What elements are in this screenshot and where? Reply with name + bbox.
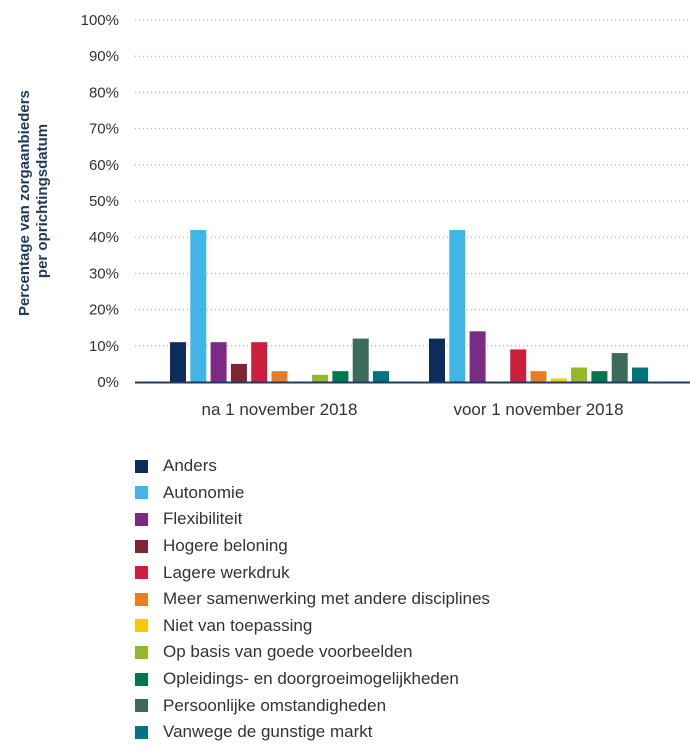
- bar: [251, 342, 268, 382]
- legend-label: Opleidings- en doorgroeimogelijkheden: [163, 669, 459, 689]
- legend-item: Meer samenwerking met andere disciplines: [135, 586, 490, 613]
- y-axis-label-line-1: Percentage van zorgaanbieders: [16, 90, 33, 316]
- y-tick-label: 10%: [89, 338, 119, 355]
- legend-item: Niet van toepassing: [135, 613, 490, 640]
- legend-swatch: [135, 566, 148, 580]
- bar: [429, 338, 445, 382]
- bar: [510, 349, 527, 382]
- legend-swatch: [135, 619, 148, 633]
- legend-item: Opleidings- en doorgroeimogelijkheden: [135, 666, 490, 693]
- bar: [373, 371, 389, 382]
- bar-group: [429, 229, 648, 382]
- bar: [230, 363, 247, 382]
- bar-group: [170, 229, 389, 382]
- bar: [170, 342, 186, 382]
- x-category-label: voor 1 november 2018: [453, 400, 623, 419]
- bar: [271, 371, 288, 382]
- bar: [190, 229, 207, 382]
- legend-item: Vanwege de gunstige markt: [135, 719, 490, 746]
- y-axis-label: Percentage van zorgaanbieders per oprich…: [16, 86, 51, 316]
- legend-label: Vanwege de gunstige markt: [163, 722, 373, 742]
- legend-item: Hogere beloning: [135, 533, 490, 560]
- bar: [210, 342, 227, 382]
- bar: [352, 338, 369, 382]
- x-category-label: na 1 november 2018: [202, 400, 358, 419]
- legend-label: Op basis van goede voorbeelden: [163, 642, 413, 662]
- bar: [611, 353, 628, 382]
- y-tick-label: 100%: [81, 12, 119, 29]
- legend-swatch: [135, 672, 148, 686]
- bar: [591, 371, 608, 382]
- legend-swatch: [135, 699, 148, 713]
- legend-swatch: [135, 539, 148, 553]
- legend-item: Anders: [135, 453, 490, 480]
- legend-item: Op basis van goede voorbeelden: [135, 639, 490, 666]
- legend-label: Lagere werkdruk: [163, 562, 290, 582]
- legend-item: Lagere werkdruk: [135, 559, 490, 586]
- legend-label: Meer samenwerking met andere disciplines: [163, 589, 490, 609]
- y-tick-label: 40%: [89, 229, 119, 246]
- legend-label: Niet van toepassing: [163, 615, 313, 635]
- legend-swatch: [135, 645, 148, 659]
- legend-swatch: [135, 486, 148, 500]
- grid-lines: [135, 19, 690, 347]
- legend-swatch: [135, 459, 148, 473]
- legend-label: Flexibiliteit: [163, 509, 243, 529]
- bar: [312, 374, 329, 382]
- y-tick-label: 50%: [89, 193, 119, 210]
- legend-swatch: [135, 725, 148, 739]
- bar: [632, 367, 648, 382]
- y-tick-label: 80%: [89, 84, 119, 101]
- y-tick-label: 0%: [97, 374, 119, 391]
- legend: Anders Autonomie Flexibiliteit Hogere belon…: [135, 453, 490, 746]
- legend-label: Autonomie: [163, 482, 245, 502]
- bar: [449, 229, 466, 382]
- legend-label: Hogere beloning: [163, 536, 288, 556]
- y-tick-label: 30%: [89, 265, 119, 282]
- legend-swatch: [135, 592, 148, 606]
- legend-label: Persoonlijke omstandigheden: [163, 695, 387, 715]
- x-axis-categories: na 1 november 2018 voor 1 november 2018: [202, 400, 624, 419]
- bar: [332, 371, 349, 382]
- y-axis-label-line-2: per oprichtingsdatum: [34, 124, 51, 278]
- bar: [530, 371, 547, 382]
- bar: [571, 367, 588, 382]
- y-tick-label: 70%: [89, 121, 119, 138]
- legend-item: Flexibiliteit: [135, 506, 490, 533]
- y-tick-label: 60%: [89, 157, 119, 174]
- y-axis-ticks: 0% 10% 20% 30% 40% 50% 60% 70% 80% 90% 100%: [81, 12, 119, 391]
- bars: [170, 229, 648, 382]
- legend-label: Anders: [163, 456, 217, 476]
- legend-item: Autonomie: [135, 480, 490, 507]
- y-tick-label: 90%: [89, 48, 119, 65]
- y-tick-label: 20%: [89, 302, 119, 319]
- bar: [550, 378, 567, 382]
- bar-chart: 0% 10% 20% 30% 40% 50% 60% 70% 80% 90% 100% na 1 n…: [16, 12, 690, 419]
- legend-swatch: [135, 512, 148, 526]
- legend-item: Persoonlijke omstandigheden: [135, 692, 490, 719]
- bar: [469, 331, 486, 382]
